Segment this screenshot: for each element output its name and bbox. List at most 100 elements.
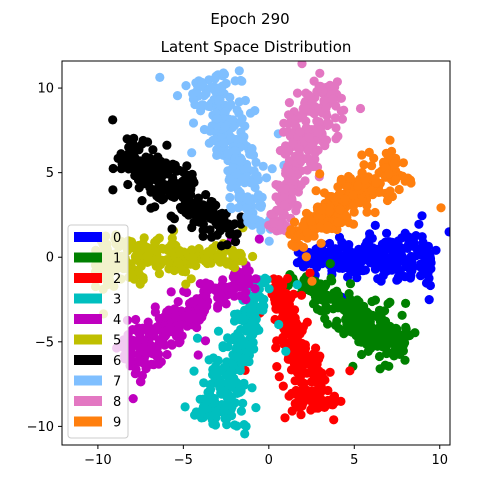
point-series-3 bbox=[206, 411, 216, 421]
point-series-8 bbox=[336, 106, 346, 116]
legend-swatch-6 bbox=[74, 355, 102, 365]
point-series-8 bbox=[302, 124, 312, 134]
point-series-6 bbox=[162, 140, 172, 150]
point-series-3 bbox=[233, 328, 243, 339]
point-series-2 bbox=[306, 377, 316, 387]
point-series-6 bbox=[108, 185, 118, 195]
point-series-9 bbox=[353, 181, 363, 191]
point-series-0 bbox=[425, 249, 435, 259]
point-series-8 bbox=[289, 176, 299, 186]
point-series-8 bbox=[284, 146, 294, 157]
point-series-8 bbox=[269, 218, 279, 228]
point-series-9 bbox=[357, 168, 367, 178]
point-series-7 bbox=[244, 195, 254, 205]
point-series-6 bbox=[167, 224, 177, 234]
point-series-0 bbox=[327, 266, 337, 276]
point-series-5 bbox=[135, 279, 145, 289]
legend-label-5: 5 bbox=[113, 334, 121, 349]
point-series-4 bbox=[145, 344, 155, 354]
legend-swatch-1 bbox=[74, 252, 102, 263]
legend-swatch-9 bbox=[74, 416, 102, 427]
point-series-8 bbox=[321, 103, 331, 113]
point-series-5 bbox=[154, 233, 164, 243]
y-tick-label: 0 bbox=[46, 251, 54, 266]
point-series-1 bbox=[363, 308, 373, 318]
point-series-9 bbox=[316, 238, 326, 248]
point-series-1 bbox=[352, 295, 362, 305]
point-series-8 bbox=[295, 127, 305, 137]
point-series-8 bbox=[307, 98, 317, 109]
point-series-4 bbox=[154, 359, 164, 369]
point-series-2 bbox=[311, 343, 321, 353]
point-series-2 bbox=[284, 310, 294, 321]
point-series-7 bbox=[234, 156, 244, 166]
point-series-7 bbox=[197, 79, 207, 89]
point-series-5 bbox=[131, 254, 141, 264]
point-series-2 bbox=[271, 343, 281, 353]
point-series-6 bbox=[152, 174, 162, 184]
series-1 bbox=[283, 259, 420, 374]
point-series-5 bbox=[49, 203, 58, 212]
point-series-3 bbox=[225, 334, 235, 344]
point-series-7 bbox=[212, 150, 222, 160]
point-series-0 bbox=[392, 275, 402, 285]
point-series-4 bbox=[250, 284, 260, 294]
plot-frame bbox=[61, 60, 451, 446]
point-series-5 bbox=[138, 239, 148, 249]
point-series-6 bbox=[207, 232, 217, 242]
point-series-4 bbox=[192, 322, 202, 333]
point-series-4 bbox=[162, 349, 172, 360]
point-series-0 bbox=[444, 227, 450, 237]
point-series-8 bbox=[315, 68, 325, 78]
point-series-6 bbox=[147, 185, 157, 195]
point-series-3 bbox=[223, 378, 233, 388]
point-series-9 bbox=[382, 195, 393, 206]
point-series-7 bbox=[218, 68, 229, 78]
point-series-9 bbox=[348, 201, 358, 211]
point-series-7 bbox=[236, 192, 246, 202]
point-series-6 bbox=[169, 214, 179, 224]
legend: 0 1 2 3 4 5 6 7 8 9 bbox=[67, 224, 129, 439]
point-series-7 bbox=[254, 201, 264, 211]
point-series-5 bbox=[230, 262, 240, 273]
point-series-1 bbox=[361, 327, 371, 337]
point-series-1 bbox=[321, 279, 331, 289]
point-series-4 bbox=[154, 349, 164, 359]
point-series-0 bbox=[423, 241, 433, 251]
y-tick-label: −10 bbox=[27, 420, 54, 435]
point-series-8 bbox=[308, 161, 318, 172]
point-series-4 bbox=[193, 350, 203, 360]
point-series-4 bbox=[241, 294, 251, 305]
chart-title: Latent Space Distribution bbox=[161, 38, 352, 56]
legend-label-3: 3 bbox=[113, 293, 121, 308]
point-series-4 bbox=[201, 278, 211, 288]
point-series-0 bbox=[405, 273, 415, 283]
point-series-0 bbox=[298, 262, 308, 272]
point-series-9 bbox=[348, 219, 359, 229]
point-series-7 bbox=[253, 190, 264, 200]
point-series-8 bbox=[294, 143, 304, 153]
point-series-2 bbox=[336, 396, 346, 406]
point-series-3 bbox=[240, 429, 250, 439]
point-series-4 bbox=[254, 234, 264, 244]
point-series-4 bbox=[143, 317, 153, 327]
point-series-2 bbox=[312, 400, 322, 410]
point-series-2 bbox=[280, 413, 290, 423]
point-series-9 bbox=[385, 186, 395, 196]
point-series-2 bbox=[300, 340, 310, 350]
point-series-0 bbox=[396, 246, 406, 256]
point-series-6 bbox=[162, 165, 172, 175]
point-series-2 bbox=[293, 402, 303, 412]
y-axis: −10 −5 0 5 10 bbox=[27, 82, 62, 435]
point-series-0 bbox=[376, 244, 386, 254]
point-series-8 bbox=[284, 98, 294, 108]
point-series-8 bbox=[303, 90, 314, 100]
point-series-3 bbox=[222, 370, 233, 380]
point-series-9 bbox=[367, 161, 377, 171]
point-series-7 bbox=[226, 132, 236, 143]
point-series-3 bbox=[196, 409, 206, 419]
point-series-9 bbox=[359, 160, 369, 170]
legend-label-4: 4 bbox=[113, 313, 121, 328]
point-series-2 bbox=[285, 327, 295, 337]
point-series-8 bbox=[279, 193, 289, 203]
